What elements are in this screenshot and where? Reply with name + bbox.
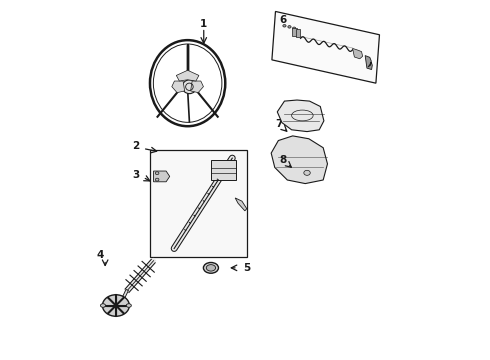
Text: 4: 4: [96, 250, 103, 260]
Text: 1: 1: [200, 19, 207, 29]
Ellipse shape: [182, 80, 196, 94]
Ellipse shape: [100, 304, 105, 307]
Text: 5: 5: [243, 263, 250, 273]
Bar: [295, 30, 300, 37]
Polygon shape: [235, 198, 247, 211]
Text: 6: 6: [279, 15, 286, 26]
Polygon shape: [353, 48, 363, 59]
Polygon shape: [172, 81, 185, 93]
Polygon shape: [176, 70, 199, 81]
Ellipse shape: [126, 304, 131, 307]
Text: 8: 8: [279, 155, 286, 165]
Bar: [292, 28, 296, 36]
Ellipse shape: [206, 265, 216, 271]
Bar: [150, 149, 247, 257]
Bar: [211, 160, 236, 180]
Ellipse shape: [304, 170, 310, 175]
Polygon shape: [277, 100, 324, 132]
Polygon shape: [272, 12, 379, 83]
Ellipse shape: [293, 27, 296, 30]
Ellipse shape: [102, 295, 129, 316]
Ellipse shape: [155, 178, 159, 181]
Ellipse shape: [203, 262, 219, 273]
Text: 7: 7: [275, 120, 283, 129]
Polygon shape: [191, 81, 203, 93]
Ellipse shape: [288, 26, 291, 28]
Polygon shape: [271, 136, 327, 184]
Polygon shape: [365, 55, 372, 69]
Ellipse shape: [283, 24, 286, 27]
Text: 2: 2: [132, 141, 139, 151]
Text: 3: 3: [132, 170, 139, 180]
Ellipse shape: [155, 172, 159, 175]
Polygon shape: [153, 171, 170, 182]
